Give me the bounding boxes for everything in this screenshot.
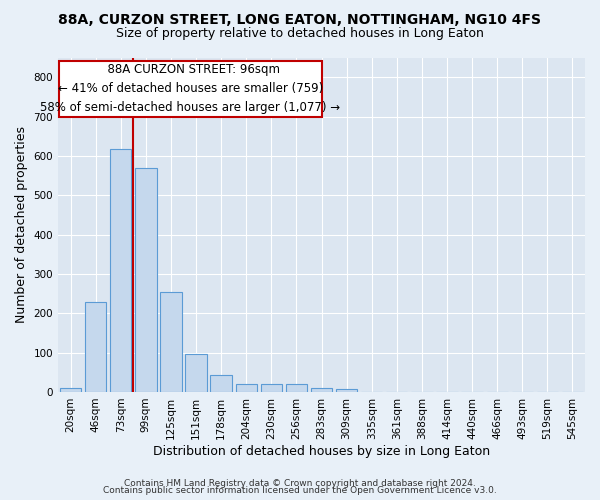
Bar (185, 354, 207, 392)
Bar (135, 168, 157, 392)
Bar (236, 384, 257, 392)
Y-axis label: Number of detached properties: Number of detached properties (15, 126, 28, 323)
X-axis label: Distribution of detached houses by size in Long Eaton: Distribution of detached houses by size … (153, 444, 490, 458)
Bar (260, 384, 282, 392)
Bar (60, 388, 81, 392)
Text: Size of property relative to detached houses in Long Eaton: Size of property relative to detached ho… (116, 28, 484, 40)
Bar (336, 389, 357, 392)
Bar (311, 388, 332, 392)
Text: Contains public sector information licensed under the Open Government Licence v3: Contains public sector information licen… (103, 486, 497, 495)
FancyBboxPatch shape (59, 62, 322, 116)
Bar (85, 302, 106, 392)
Bar (110, 149, 131, 392)
Bar (211, 374, 232, 392)
Text: 88A, CURZON STREET, LONG EATON, NOTTINGHAM, NG10 4FS: 88A, CURZON STREET, LONG EATON, NOTTINGH… (59, 12, 542, 26)
Bar (160, 292, 182, 392)
Text: Contains HM Land Registry data © Crown copyright and database right 2024.: Contains HM Land Registry data © Crown c… (124, 478, 476, 488)
Text: 88A CURZON STREET: 96sqm
← 41% of detached houses are smaller (759)
58% of semi-: 88A CURZON STREET: 96sqm ← 41% of detach… (40, 64, 340, 114)
Bar (286, 384, 307, 392)
